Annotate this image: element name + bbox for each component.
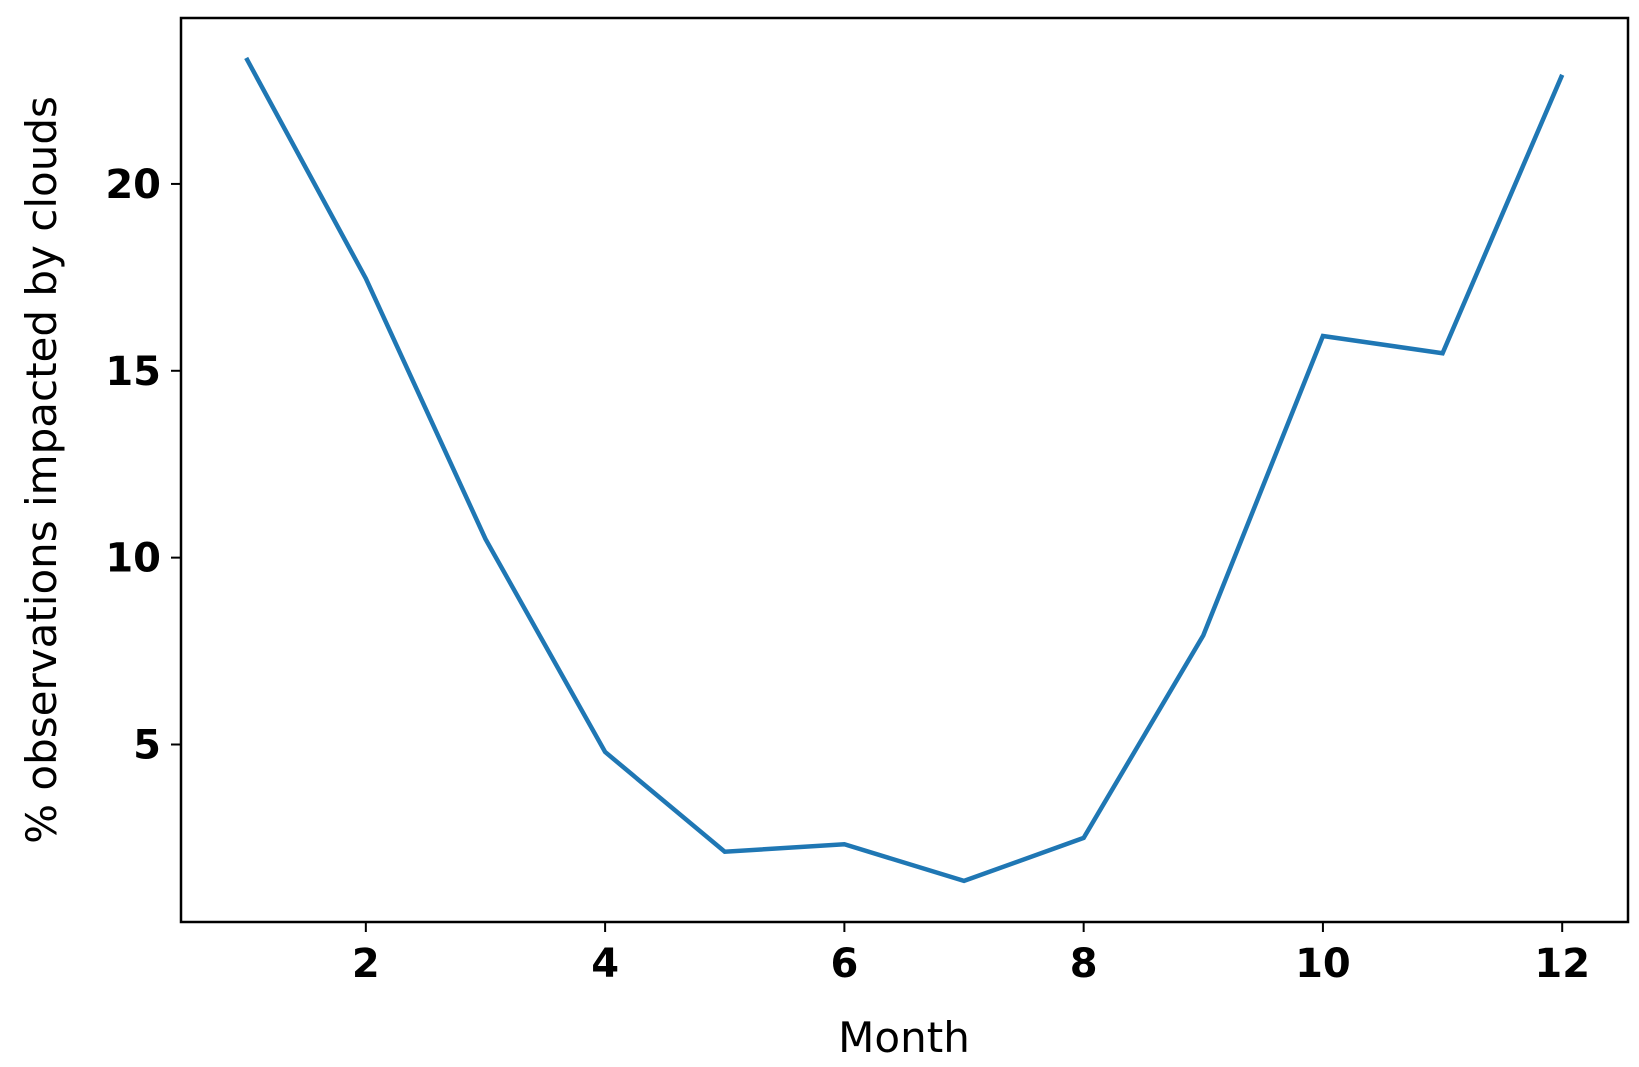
x-tick-label: 2 — [352, 941, 380, 987]
y-tick-label: 15 — [105, 349, 161, 395]
y-tick-label: 20 — [105, 162, 161, 208]
data-line — [244, 56, 1565, 884]
x-axis-label: Month — [838, 1013, 970, 1062]
x-tick-label: 10 — [1295, 941, 1351, 987]
x-tick-label: 6 — [830, 941, 858, 987]
y-axis-label: % observations impacted by clouds — [17, 96, 66, 844]
x-tick-label: 12 — [1534, 941, 1590, 987]
y-tick-label: 5 — [133, 722, 161, 768]
x-tick-label: 8 — [1070, 941, 1098, 987]
plot-frame — [179, 16, 1630, 924]
y-tick-label: 10 — [105, 536, 161, 582]
x-tick-label: 4 — [591, 941, 619, 987]
